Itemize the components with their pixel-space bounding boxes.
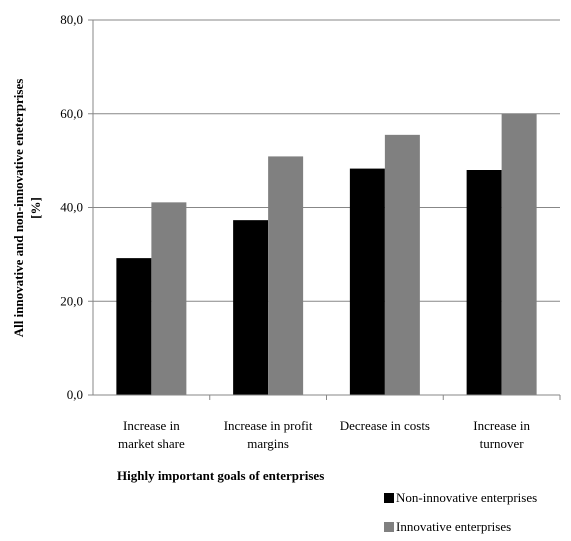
bar-non-innovative	[116, 258, 152, 395]
y-tick-label: 20,0	[60, 293, 83, 308]
x-category-label: Increase in turnover	[473, 418, 530, 451]
x-category-label-line: turnover	[480, 436, 525, 451]
y-axis-title-line-2: [%]	[28, 197, 43, 219]
y-tick-label: 80,0	[60, 12, 83, 27]
bar-non-innovative	[349, 168, 385, 395]
x-category-label-line: margins	[247, 436, 289, 451]
legend-label: Non-innovative enterprises	[396, 490, 537, 505]
x-axis-title: Highly important goals of enterprises	[117, 468, 324, 483]
x-category-label-line: Increase in	[123, 418, 180, 433]
legend: Non-innovative enterprises Innovative ent…	[384, 490, 537, 534]
axes	[92, 20, 561, 400]
bar-innovative	[384, 134, 420, 395]
x-category-label-line: Decrease in costs	[340, 418, 430, 433]
x-category-label-line: Increase in	[473, 418, 530, 433]
x-category-labels: Increase in market share Increase in profi…	[118, 418, 530, 451]
bar-non-innovative	[233, 220, 269, 395]
bar-innovative	[151, 202, 187, 395]
legend-label: Innovative enterprises	[396, 519, 511, 534]
y-tick-label: 0,0	[67, 387, 83, 402]
x-category-label-line: Increase in profit	[224, 418, 313, 433]
x-category-label: Decrease in costs	[340, 418, 430, 433]
x-category-label: Increase in market share	[118, 418, 185, 451]
x-category-label-line: market share	[118, 436, 185, 451]
y-tick-labels: 0,0 20,0 40,0 60,0 80,0	[60, 12, 83, 402]
bar-innovative	[501, 113, 537, 395]
y-axis-title-line-1: All innovative and non-innovative eneter…	[11, 79, 26, 338]
bar-innovative	[268, 156, 304, 395]
bar-non-innovative	[466, 170, 502, 395]
x-category-label: Increase in profit margins	[224, 418, 313, 451]
y-tick-label: 60,0	[60, 106, 83, 121]
legend-swatch	[384, 493, 394, 503]
bars	[116, 113, 537, 395]
legend-swatch	[384, 522, 394, 532]
y-tick-label: 40,0	[60, 200, 83, 215]
